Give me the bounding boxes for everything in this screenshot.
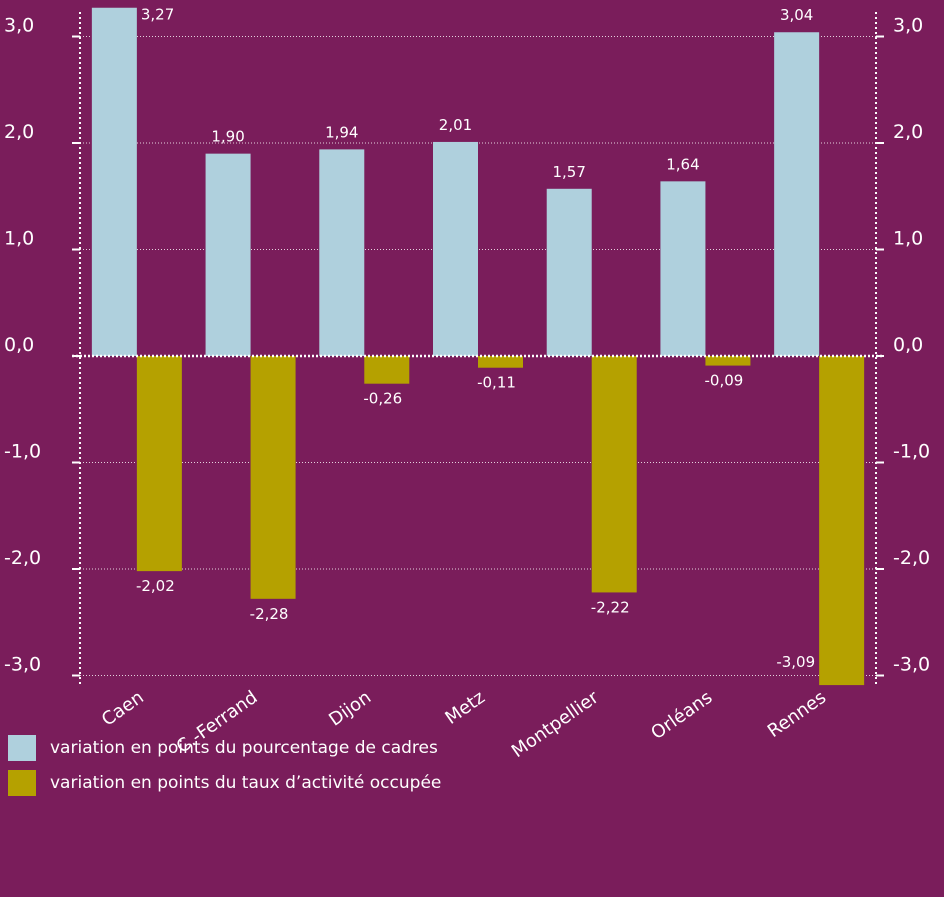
- legend-label-cadres: variation en points du pourcentage de ca…: [50, 738, 438, 758]
- data-label-activite: -0,11: [477, 374, 516, 392]
- bar-activite: [250, 356, 296, 599]
- x-tick-label: Orléans: [647, 687, 716, 744]
- legend-swatch-activite: [8, 770, 36, 796]
- y-tick-label-left: 3,0: [4, 15, 34, 37]
- y-tick-label-right: -3,0: [893, 654, 930, 676]
- data-label-activite: -0,26: [363, 390, 402, 408]
- bar-cadres: [433, 141, 478, 356]
- bar-activite: [591, 356, 637, 593]
- legend-label-activite: variation en points du taux d’activité o…: [50, 773, 442, 793]
- data-label-cadres: 1,94: [325, 123, 358, 141]
- legend-item-activite: variation en points du taux d’activité o…: [8, 770, 441, 796]
- y-tick-label-right: 0,0: [893, 334, 923, 356]
- y-tick-label-right: -1,0: [893, 441, 930, 463]
- bar-cadres: [319, 149, 365, 356]
- legend-item-cadres: variation en points du pourcentage de ca…: [8, 735, 438, 761]
- data-label-cadres: 3,27: [141, 6, 174, 24]
- bar-cadres: [546, 188, 592, 356]
- y-tick-label-left: -1,0: [4, 441, 41, 463]
- y-tick-label-left: 2,0: [4, 121, 34, 143]
- data-label-cadres: 1,90: [211, 128, 244, 146]
- bar-activite: [136, 356, 182, 572]
- data-label-cadres: 3,04: [780, 6, 813, 24]
- bar-cadres: [91, 7, 137, 357]
- bar-activite: [364, 356, 410, 384]
- bar-activite: [478, 356, 523, 368]
- y-tick-label-right: -2,0: [893, 547, 930, 569]
- x-tick-label: Montpellier: [508, 687, 603, 762]
- bar-activite: [819, 356, 865, 686]
- data-label-cadres: 1,64: [666, 155, 699, 173]
- bar-cadres: [205, 153, 251, 356]
- data-label-cadres: 1,57: [553, 163, 586, 181]
- x-tick-label: Metz: [441, 687, 488, 729]
- bar-activite: [705, 356, 751, 366]
- x-tick-label: Dijon: [325, 687, 375, 731]
- y-tick-label-right: 3,0: [893, 15, 923, 37]
- x-tick-label: Caen: [98, 687, 148, 731]
- data-label-activite: -2,02: [136, 577, 175, 595]
- data-label-cadres: 2,01: [439, 116, 472, 134]
- y-tick-label-right: 2,0: [893, 121, 923, 143]
- bar-cadres: [774, 32, 820, 357]
- bar-cadres: [660, 181, 706, 356]
- data-label-activite: -2,22: [591, 598, 630, 616]
- data-label-activite: -2,28: [250, 605, 289, 623]
- data-label-activite: -3,09: [776, 653, 815, 671]
- y-tick-label-right: 1,0: [893, 228, 923, 250]
- y-tick-label-left: -2,0: [4, 547, 41, 569]
- data-label-activite: -0,09: [705, 372, 744, 390]
- y-tick-label-left: -3,0: [4, 654, 41, 676]
- x-tick-label: Rennes: [764, 687, 830, 742]
- y-tick-label-left: 0,0: [4, 334, 34, 356]
- legend-swatch-cadres: [8, 735, 36, 761]
- y-tick-label-left: 1,0: [4, 228, 34, 250]
